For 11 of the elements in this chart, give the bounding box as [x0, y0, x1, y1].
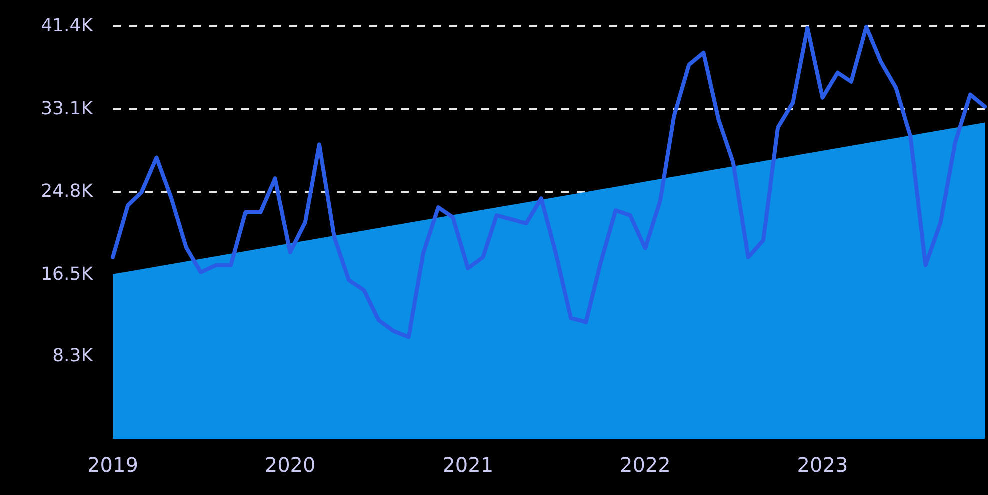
y-tick-label: 16.5K [41, 264, 94, 285]
x-tick-label: 2023 [797, 453, 848, 477]
y-tick-label: 24.8K [41, 181, 94, 202]
line-series [111, 25, 987, 340]
x-tick-label: 2021 [442, 453, 494, 477]
x-tick-label: 2020 [264, 453, 316, 477]
x-tick-label: 2019 [88, 453, 138, 477]
y-tick-label: 33.1K [41, 98, 94, 120]
x-tick-label: 2022 [620, 453, 671, 477]
y-tick-label: 8.3K [52, 346, 94, 367]
y-tick-label: 41.4K [41, 16, 94, 36]
